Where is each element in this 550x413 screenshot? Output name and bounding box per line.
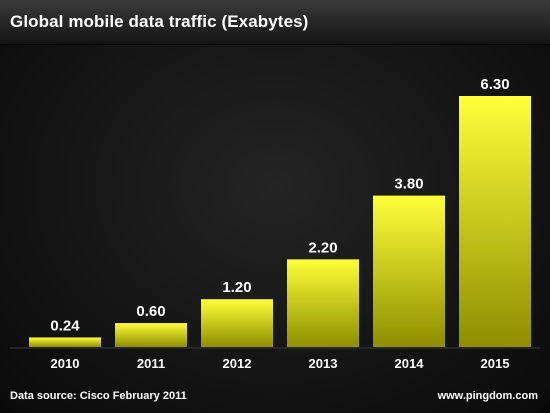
bar-2010 — [29, 337, 101, 347]
bar-2014 — [373, 195, 445, 347]
title-bar: Global mobile data traffic (Exabytes) — [0, 0, 550, 45]
bar-2011 — [115, 323, 187, 347]
site-url: www.pingdom.com — [437, 390, 538, 402]
chart-title: Global mobile data traffic (Exabytes) — [10, 12, 309, 31]
value-label-2010: 0.24 — [50, 317, 80, 334]
data-source-note: Data source: Cisco February 2011 — [10, 390, 187, 402]
value-label-2011: 0.60 — [136, 303, 165, 320]
x-tick-label-2010: 2010 — [51, 356, 80, 371]
x-tick-label-2011: 2011 — [137, 356, 165, 371]
value-label-2015: 6.30 — [480, 76, 509, 93]
bar-2012 — [201, 299, 273, 347]
x-tick-label-2014: 2014 — [395, 356, 425, 371]
value-label-2013: 2.20 — [308, 239, 337, 256]
value-label-2014: 3.80 — [394, 176, 423, 193]
bar-2013 — [287, 259, 359, 347]
bars-group: 0.24 2010 0.60 2011 1.20 2012 2.20 2013 3.80 2014… — [29, 76, 531, 371]
value-label-2012: 1.20 — [222, 279, 251, 296]
x-tick-label-2015: 2015 — [481, 356, 510, 371]
x-tick-label-2012: 2012 — [223, 356, 252, 371]
x-tick-label-2013: 2013 — [309, 356, 338, 371]
bar-2015 — [459, 96, 531, 347]
